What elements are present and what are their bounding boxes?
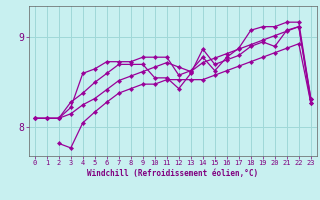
X-axis label: Windchill (Refroidissement éolien,°C): Windchill (Refroidissement éolien,°C) — [87, 169, 258, 178]
